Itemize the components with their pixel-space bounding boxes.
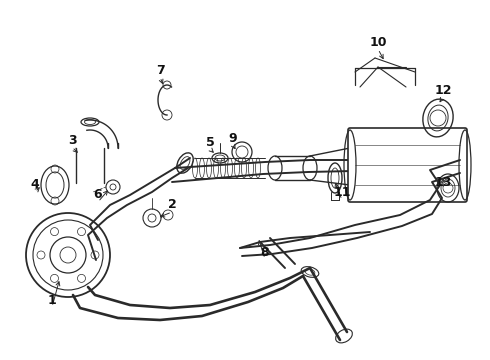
Text: 9: 9 — [229, 131, 237, 144]
Text: 11: 11 — [333, 186, 351, 199]
Text: 10: 10 — [369, 36, 387, 49]
Text: 6: 6 — [94, 189, 102, 202]
Text: 8: 8 — [261, 246, 270, 258]
Text: 13: 13 — [434, 175, 452, 189]
Text: 5: 5 — [206, 135, 215, 148]
Text: 2: 2 — [168, 198, 176, 211]
Text: 1: 1 — [48, 293, 56, 306]
Text: 4: 4 — [30, 179, 39, 192]
Text: 12: 12 — [434, 84, 452, 96]
FancyBboxPatch shape — [348, 128, 467, 202]
Text: 3: 3 — [68, 134, 76, 147]
Text: 7: 7 — [156, 63, 164, 77]
